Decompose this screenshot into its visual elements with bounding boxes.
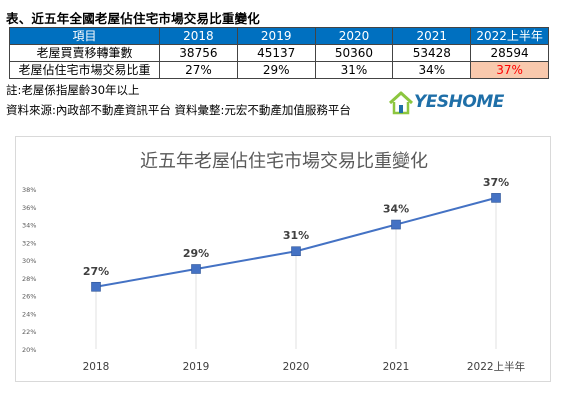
data-point-marker: [291, 246, 301, 257]
header-2018: 2018: [159, 27, 238, 45]
table-cell: 28594: [470, 44, 549, 62]
yeshome-logo: YESHOME: [388, 91, 504, 117]
header-2022h1: 2022上半年: [470, 27, 549, 45]
source-text: 資料來源:內政部不動產資訊平台 資料彙整:元宏不動產加值服務平台: [6, 103, 351, 117]
header-2019: 2019: [236, 27, 316, 45]
footnote: 註:老屋係指屋齡30年以上: [6, 83, 140, 97]
chart-frame: 近五年老屋佔住宅市場交易比重變化 20% 22% 24% 26% 28% 30% 32% 34…: [15, 136, 551, 382]
table-cell: 34%: [392, 61, 472, 79]
header-item: 項目: [9, 27, 160, 45]
table-cell: 53428: [392, 44, 472, 62]
y-tick-label: 24%: [22, 310, 36, 318]
y-tick-label: 36%: [22, 204, 36, 212]
data-point-marker: [491, 193, 501, 203]
y-tick-label: 22%: [22, 328, 36, 336]
table-cell: 29%: [236, 61, 316, 79]
table-cell: 38756: [159, 44, 238, 62]
data-point-marker: [391, 219, 401, 230]
header-2020: 2020: [314, 27, 394, 45]
y-tick-label: 28%: [22, 275, 36, 283]
y-tick-label: 34%: [22, 222, 36, 230]
line-chart: 近五年老屋佔住宅市場交易比重變化 20% 22% 24% 26% 28% 30% 32% 34…: [22, 151, 525, 373]
y-tick-label: 32%: [22, 239, 36, 247]
row-label: 老屋買賣移轉筆數: [9, 44, 160, 62]
table-cell: 45137: [236, 44, 316, 62]
header-2021: 2021: [392, 27, 472, 45]
y-tick-label: 38%: [22, 186, 36, 194]
table-cell: 27%: [159, 61, 238, 79]
house-icon: [388, 91, 414, 115]
data-table: 項目 2018 2019 2020 2021 2022上半年 老屋買賣移轉筆數 …: [9, 27, 549, 79]
data-label: 34%: [383, 203, 409, 216]
data-label: 37%: [483, 176, 509, 189]
table-cell: 31%: [314, 61, 394, 79]
data-label: 31%: [283, 229, 309, 242]
y-tick-label: 26%: [22, 293, 36, 301]
table-cell: 50360: [314, 44, 394, 62]
row-label: 老屋佔住宅市場交易比重: [9, 61, 160, 79]
table-row: 老屋買賣移轉筆數 38756 45137 50360 53428 28594: [9, 44, 549, 62]
table-row: 老屋佔住宅市場交易比重 27% 29% 31% 34% 37%: [9, 61, 549, 79]
table-cell-highlight: 37%: [470, 61, 549, 79]
y-tick-label: 30%: [22, 257, 36, 265]
data-label: 27%: [83, 265, 109, 278]
data-point-marker: [191, 264, 201, 274]
data-point-marker: [91, 281, 101, 292]
table-header-row: 項目 2018 2019 2020 2021 2022上半年: [9, 27, 549, 45]
chart-title: 近五年老屋佔住宅市場交易比重變化: [140, 151, 428, 172]
x-tick-label: 2018: [83, 361, 110, 373]
x-tick-label: 2021: [383, 361, 410, 373]
logo-text: YESHOME: [414, 92, 504, 112]
data-label: 29%: [183, 247, 209, 260]
x-tick-label: 2019: [183, 361, 210, 373]
x-tick-label: 2022上半年: [467, 360, 525, 373]
table-title: 表、近五年全國老屋佔住宅市場交易比重變化: [6, 11, 261, 26]
x-tick-label: 2020: [283, 361, 310, 373]
y-tick-label: 20%: [22, 346, 36, 354]
